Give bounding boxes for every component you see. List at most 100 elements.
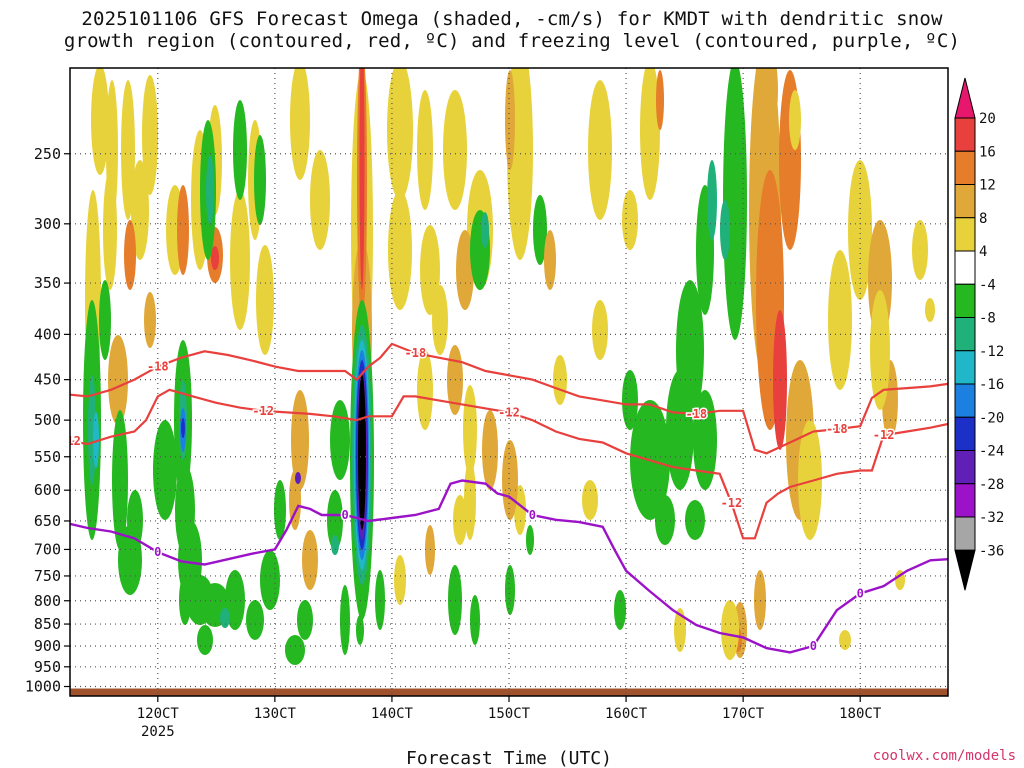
omega-shade bbox=[302, 530, 318, 590]
omega-shade bbox=[144, 292, 156, 348]
omega-shade bbox=[417, 350, 433, 430]
freezing-level-label: 0 bbox=[810, 639, 817, 653]
dgz-upper-label: -18 bbox=[405, 346, 427, 360]
colorbar-box bbox=[954, 516, 976, 551]
colorbar-box bbox=[954, 283, 976, 318]
colorbar-label: -16 bbox=[979, 377, 1004, 393]
omega-shade bbox=[260, 550, 280, 610]
omega-shade bbox=[285, 635, 305, 665]
dgz-upper-label: -18 bbox=[826, 422, 848, 436]
omega-shade bbox=[330, 400, 350, 480]
dgz-lower-label: -12 bbox=[59, 434, 81, 448]
colorbar-label: -36 bbox=[979, 543, 1004, 559]
omega-shade bbox=[358, 374, 366, 530]
colorbar-arrow-top bbox=[954, 77, 976, 119]
y-tick-label: 450 bbox=[34, 371, 61, 389]
x-tick-label: 140CT bbox=[371, 706, 414, 722]
omega-shade bbox=[839, 630, 851, 650]
omega-shade bbox=[124, 220, 136, 290]
title-line-1: 2025101106 GFS Forecast Omega (shaded, -… bbox=[81, 8, 943, 30]
omega-shade bbox=[220, 608, 230, 628]
y-tick-label: 650 bbox=[34, 512, 61, 530]
y-axis: 250 300 350 400 450 500 550 600 650 700 750 800 850 9… bbox=[25, 145, 70, 696]
x-tick-label: 170CT bbox=[722, 706, 765, 722]
omega-shade bbox=[91, 68, 109, 175]
omega-field bbox=[70, 68, 948, 696]
y-tick-label: 800 bbox=[34, 592, 61, 610]
omega-shade bbox=[481, 212, 489, 248]
y-tick-label: 500 bbox=[34, 411, 61, 429]
omega-shade bbox=[327, 490, 343, 550]
freezing-level-contour bbox=[70, 479, 948, 654]
omega-shade bbox=[295, 472, 301, 484]
omega-shade bbox=[789, 90, 801, 150]
colorbar-label: 20 bbox=[979, 111, 996, 127]
omega-shade bbox=[225, 570, 245, 630]
freezing-level-label: 0 bbox=[154, 545, 161, 559]
colorbar-label: -24 bbox=[979, 444, 1004, 460]
omega-shade bbox=[177, 185, 189, 275]
colorbar-box bbox=[954, 117, 976, 152]
omega-shade bbox=[289, 470, 301, 530]
omega-shade bbox=[388, 190, 412, 310]
omega-shade bbox=[582, 480, 598, 520]
omega-shade bbox=[592, 300, 608, 360]
colorbar-box bbox=[954, 184, 976, 219]
freezing-level-label: 0 bbox=[341, 508, 348, 522]
title-line-2: growth region (contoured, red, ºC) and f… bbox=[63, 30, 961, 52]
omega-shade bbox=[310, 150, 330, 250]
surface-ground bbox=[70, 688, 948, 696]
dgz-upper-label: -18 bbox=[685, 407, 707, 421]
omega-shade bbox=[417, 90, 433, 210]
omega-shade bbox=[127, 490, 143, 550]
omega-shade bbox=[693, 390, 717, 490]
omega-shade bbox=[254, 135, 266, 225]
x-tick-label: 120CT bbox=[137, 706, 180, 722]
omega-shade bbox=[291, 390, 309, 490]
omega-shade bbox=[798, 420, 822, 540]
omega-shade bbox=[453, 495, 467, 545]
colorbar-box bbox=[954, 317, 976, 352]
omega-shade bbox=[181, 418, 185, 438]
omega-shade bbox=[297, 600, 313, 640]
omega-shade bbox=[233, 100, 247, 200]
credit-text: coolwx.com/models bbox=[872, 748, 1016, 764]
omega-shade bbox=[131, 160, 149, 260]
omega-shade bbox=[614, 590, 626, 630]
colorbar-label: 16 bbox=[979, 144, 996, 160]
colorbar-label: -20 bbox=[979, 410, 1004, 426]
omega-shade bbox=[640, 68, 660, 200]
colorbar-label: -28 bbox=[979, 477, 1004, 493]
x-tick-sublabel: 2025 bbox=[141, 724, 175, 740]
omega-shade bbox=[470, 595, 480, 645]
omega-shade bbox=[463, 385, 477, 475]
y-tick-label: 550 bbox=[34, 448, 61, 466]
colorbar-box bbox=[954, 350, 976, 385]
omega-shade bbox=[502, 440, 518, 520]
omega-shade bbox=[622, 370, 638, 430]
omega-shade bbox=[443, 90, 467, 210]
omega-shade bbox=[211, 246, 219, 270]
omega-shade bbox=[720, 200, 730, 260]
omega-shade bbox=[375, 570, 385, 630]
y-tick-label: 850 bbox=[34, 615, 61, 633]
colorbar-box bbox=[954, 416, 976, 451]
omega-shade bbox=[707, 160, 717, 240]
omega-shade bbox=[340, 585, 350, 655]
y-tick-label: 300 bbox=[34, 215, 61, 233]
omega-shade bbox=[206, 155, 214, 225]
x-tick-label: 160CT bbox=[605, 706, 648, 722]
omega-shade bbox=[505, 565, 515, 615]
omega-shade bbox=[544, 230, 556, 290]
omega-shade bbox=[762, 68, 778, 130]
omega-shade bbox=[356, 615, 364, 645]
dgz-lower-label: -12 bbox=[721, 496, 743, 510]
omega-shade bbox=[108, 335, 128, 425]
omega-shade bbox=[274, 480, 286, 540]
y-tick-label: 250 bbox=[34, 145, 61, 163]
freezing-level-label: 0 bbox=[529, 508, 536, 522]
colorbar-label: 12 bbox=[979, 178, 996, 194]
y-tick-label: 600 bbox=[34, 481, 61, 499]
chart-title: 2025101106 GFS Forecast Omega (shaded, -… bbox=[0, 8, 1024, 52]
